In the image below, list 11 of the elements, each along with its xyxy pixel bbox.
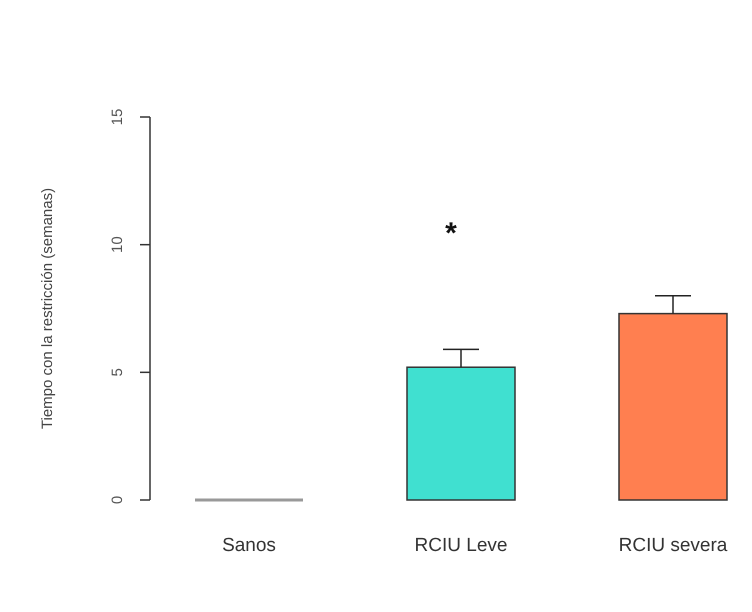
bar [618,312,728,501]
bar [406,366,516,501]
y-tick-label: 10 [109,236,126,254]
annotation: * [445,217,458,250]
y-tick-label: 5 [109,368,126,377]
x-tick-label: RCIU severa [618,535,728,556]
y-tick-label: 15 [109,108,126,126]
x-tick-label: Sanos [222,535,276,556]
x-tick-label: RCIU Leve [414,535,508,556]
y-axis-title: Tiempo con la restricción (semanas) [39,188,56,430]
y-tick-label: 0 [109,496,126,504]
